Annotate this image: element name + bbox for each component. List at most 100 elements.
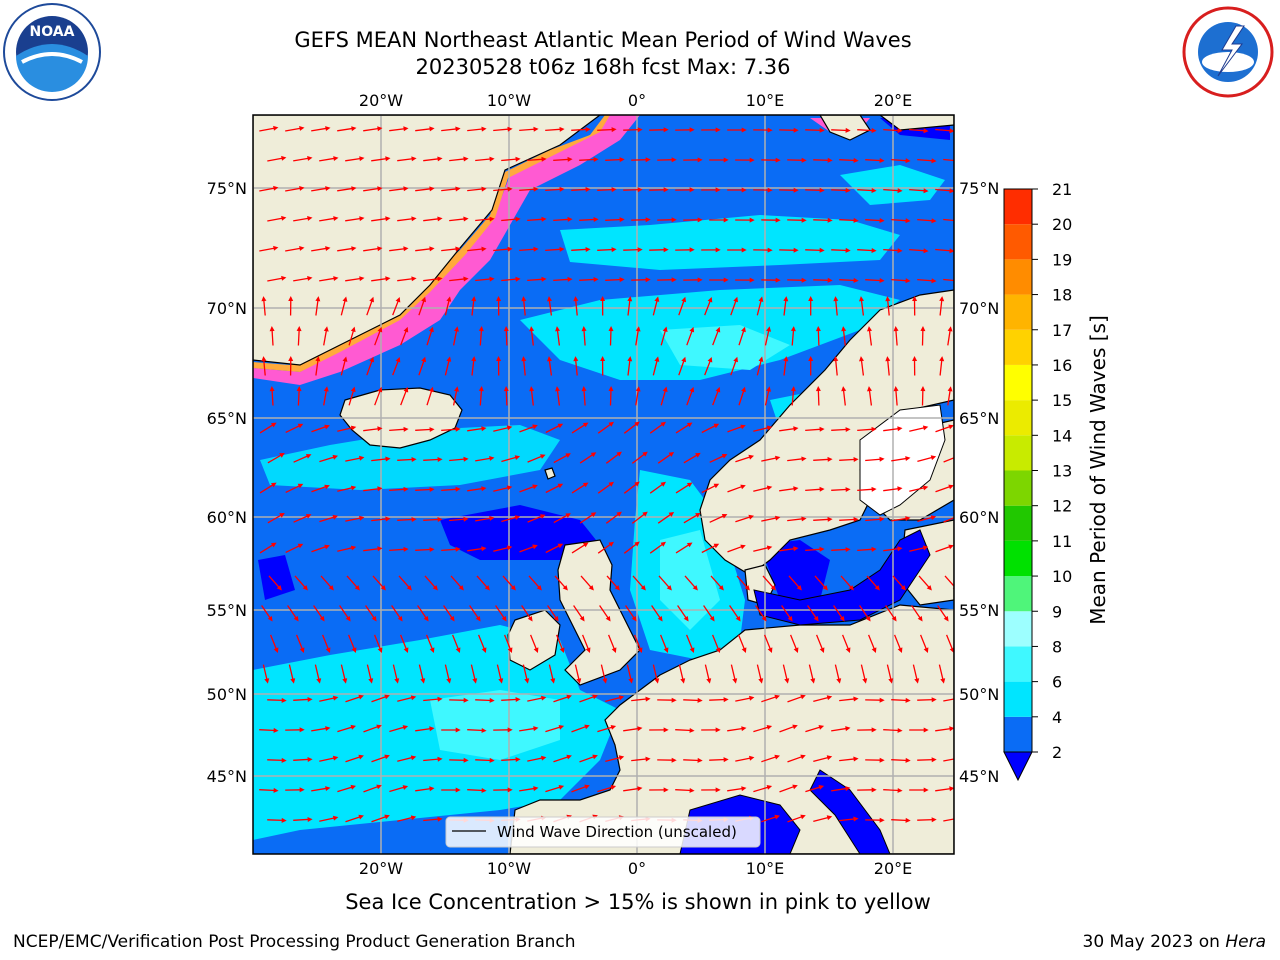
wave-direction-arrowhead [429,647,435,653]
wave-direction-arrow [503,634,512,651]
host-name: Hera [1225,932,1266,952]
wave-direction-arrowhead [305,454,312,459]
wave-direction-arrowhead [744,585,750,591]
wave-direction-arrowhead [566,754,572,760]
wave-direction-arrowhead [897,647,903,653]
wave-direction-arrow [527,757,544,762]
colorbar-tick-label: 6 [1052,673,1062,692]
wave-direction-arrowhead [328,585,334,591]
wave-direction-arrow [840,575,853,589]
wave-direction-arrowhead [766,785,773,790]
wave-direction-arrow [805,786,822,793]
wave-direction-arrowhead [956,454,962,459]
wave-direction-arrowhead [715,727,721,733]
wave-direction-arrowhead [793,546,799,552]
wave-direction-arrow [779,427,796,432]
wave-direction-arrowhead [853,756,859,762]
wave-direction-arrow [839,698,856,702]
wave-direction-arrow [710,575,723,589]
wave-direction-arrowhead [645,756,651,762]
colorbar-tick-label: 10 [1052,567,1072,586]
wave-direction-arrow [753,726,770,733]
wave-direction-arrowhead [325,126,331,131]
wave-direction-arrow [493,128,510,132]
wave-direction-arrowhead [527,616,533,622]
wave-direction-arrowhead [793,187,799,193]
wave-direction-arrowhead [801,456,807,462]
wave-direction-arrowhead [793,426,799,432]
wave-direction-arrow [891,278,908,282]
wave-direction-arrow [831,727,848,732]
wave-direction-arrow [363,725,380,733]
wave-direction-arrow [678,359,685,376]
wave-direction-arrowhead [481,546,487,552]
wave-direction-arrowhead [515,276,521,282]
wave-direction-arrowhead [800,754,806,760]
wave-direction-arrow [493,426,510,432]
wave-direction-arrow [470,664,476,681]
wave-direction-arrow [631,452,646,464]
wave-direction-arrowhead [926,585,932,591]
wave-direction-arrowhead [437,816,443,822]
colorbar-band [1004,646,1032,682]
wave-direction-arrow [917,456,934,463]
wave-direction-arrow [371,458,388,462]
wave-direction-arrow [337,247,354,252]
wave-direction-arrow [658,575,671,589]
lat-label-left: 55°N [207,601,247,620]
wave-direction-arrowhead [947,326,953,332]
wave-direction-arrowhead [614,585,620,591]
wave-direction-arrow [522,359,526,376]
wave-direction-arrow [423,518,440,521]
wave-direction-arrowhead [541,216,547,222]
wave-direction-arrow [527,455,544,463]
wave-direction-arrow [371,157,388,162]
wave-direction-arrow [545,484,561,494]
wave-direction-arrowhead [359,276,365,282]
wave-direction-arrowhead [385,276,391,282]
wave-direction-arrow [761,517,778,522]
wave-direction-arrow [833,605,844,620]
wave-direction-arrowhead [686,542,693,548]
wave-direction-arrowhead [533,726,539,732]
wave-direction-arrowhead [281,155,287,161]
wave-direction-arrow [605,158,622,161]
wave-direction-arrow [547,605,558,620]
wave-direction-arrowhead [741,726,747,732]
wave-direction-arrowhead [533,186,539,192]
wave-direction-arrow [285,187,302,192]
wave-direction-arrowhead [489,276,495,282]
wave-direction-arrow [373,634,382,651]
wave-direction-arrow [345,217,362,222]
wave-direction-arrowhead [540,454,546,459]
lon-label-bottom: 20°E [874,859,912,878]
wave-direction-arrow [471,359,475,376]
wave-direction-arrowhead [819,546,825,552]
wave-direction-arrow [683,759,700,762]
colorbar: 2 4 6 8 9 10 11 12 13 14 15 16 17 18 19 20 21 Mean Perio… [1003,180,1110,782]
wave-direction-arrow [712,389,720,406]
wave-direction-arrow [583,328,586,346]
wave-direction-arrow [452,389,458,406]
wave-direction-arrowhead [507,126,513,132]
wave-direction-arrow [684,575,697,589]
wave-direction-arrowhead [593,217,599,222]
wave-direction-arrow [779,547,796,552]
wave-direction-arrowhead [931,697,937,703]
wave-direction-arrow [449,278,466,282]
wave-direction-arrowhead [557,423,564,429]
wave-direction-arrowhead [758,356,764,362]
lon-label-top: 20°W [359,91,403,110]
wave-direction-arrowhead [350,326,356,333]
wave-direction-arrow [761,815,778,823]
wave-direction-arrowhead [827,217,833,223]
wave-direction-arrowhead [345,616,351,622]
wave-direction-arrowhead [446,678,452,684]
wave-direction-arrow [892,575,905,589]
wave-direction-arrow [556,389,561,406]
wave-direction-arrowhead [332,514,338,520]
wave-direction-arrowhead [818,785,825,790]
wave-direction-arrow [423,158,440,162]
wave-direction-arrow [415,787,432,792]
wave-direction-arrow [293,818,310,821]
